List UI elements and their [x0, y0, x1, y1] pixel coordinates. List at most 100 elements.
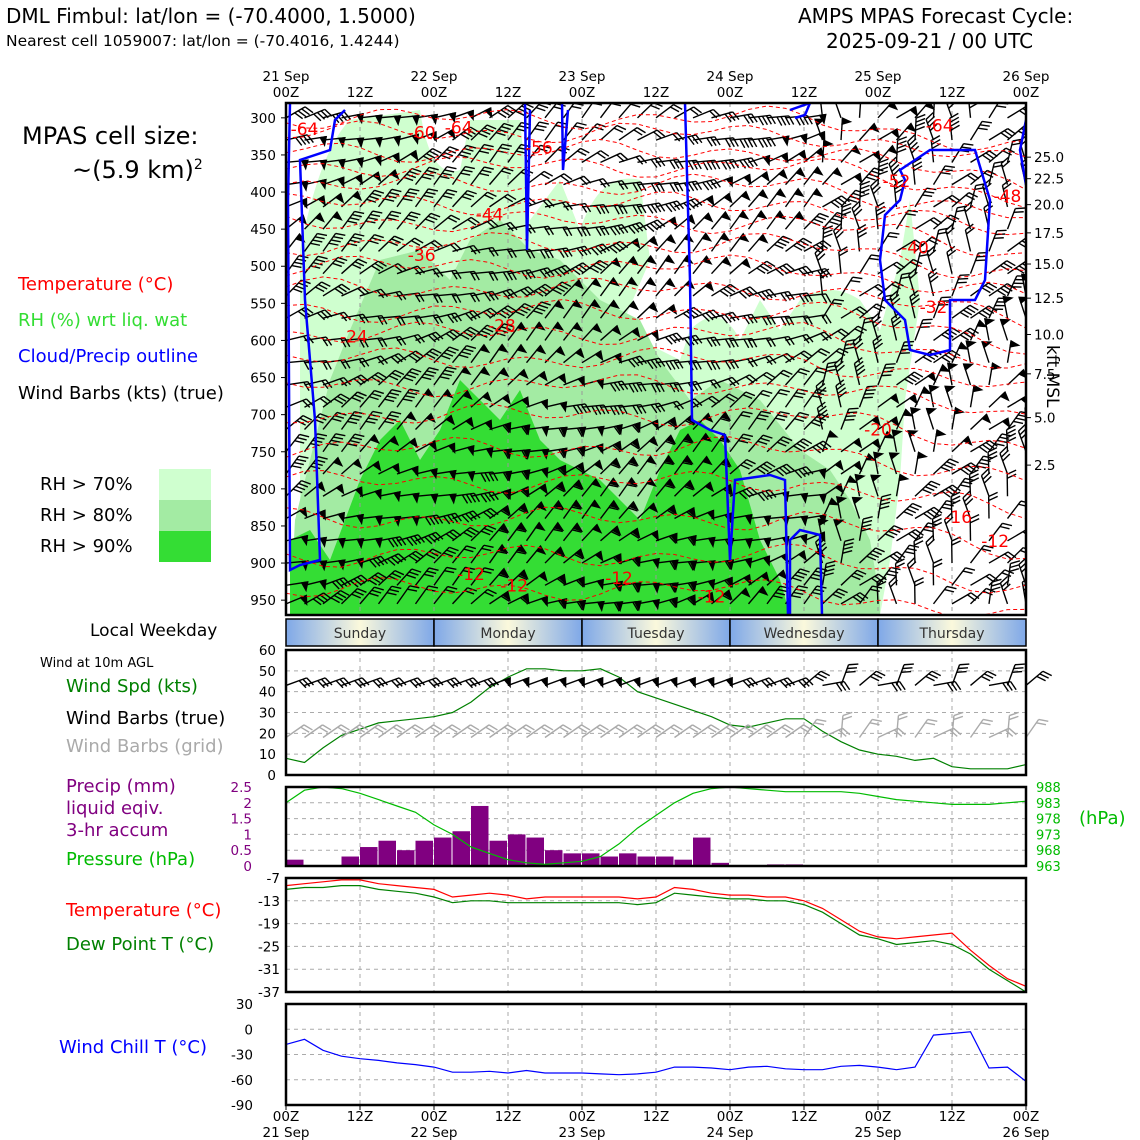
barb-flag	[832, 167, 843, 178]
barb-tick	[950, 124, 960, 131]
wind-barb	[710, 256, 732, 275]
barb-tick	[815, 249, 825, 258]
barb-tick	[594, 246, 603, 255]
temperature-contour-label: -32	[920, 298, 948, 318]
barb-tick	[584, 245, 592, 255]
cell-size-value: ~(5.9 km)	[72, 156, 194, 184]
top-hour-label: 00Z	[273, 85, 299, 101]
barb-tick	[766, 260, 776, 268]
wind-barb	[944, 385, 956, 408]
barb-flag	[391, 152, 400, 164]
weekday-name: Sunday	[334, 626, 386, 642]
wind-barb	[832, 223, 844, 252]
barb-tick	[768, 288, 777, 298]
title-left: DML Fimbul: lat/lon = (-70.4000, 1.5000)	[6, 4, 416, 28]
wind-barb	[359, 189, 385, 208]
barb-tick	[292, 288, 303, 293]
wind-barb	[1025, 103, 1026, 119]
barb-flag	[665, 233, 677, 245]
barb-flag	[757, 189, 769, 200]
barb-tick	[831, 217, 842, 223]
wind-barb	[655, 233, 677, 252]
barb-flag	[720, 210, 732, 221]
wind-barb	[599, 299, 620, 319]
wind-barb	[1006, 207, 1026, 230]
barb-tick	[367, 216, 378, 221]
barb-flag	[334, 192, 345, 204]
temp-ytick-label: -19	[258, 917, 280, 933]
barb-tick	[961, 146, 972, 150]
wind-barb	[784, 167, 806, 186]
barb-tick	[847, 198, 858, 203]
barb-tick	[926, 115, 936, 124]
barb-tick	[598, 244, 607, 253]
barb-tick	[451, 270, 458, 280]
precip-bar	[563, 853, 581, 866]
barb-tick	[391, 210, 402, 215]
barb-tick	[304, 106, 314, 114]
wind-barb	[945, 223, 955, 252]
barb-tick	[389, 191, 400, 196]
barb-tick	[337, 285, 347, 293]
wind-barb	[599, 276, 620, 297]
barb-tick	[859, 188, 870, 194]
wind-barb	[674, 214, 696, 230]
barb-tick	[913, 371, 924, 378]
barb-tick	[335, 232, 346, 236]
wind-barb	[562, 299, 583, 319]
top-date-label: 26 Sep	[1003, 69, 1050, 85]
barb-tick	[915, 117, 926, 123]
barb-tick	[928, 119, 937, 128]
barb-tick	[1015, 267, 1025, 274]
wind-barb	[877, 103, 899, 119]
wind-barb	[1007, 237, 1026, 252]
barb-tick	[720, 315, 728, 324]
barb-tick	[950, 120, 960, 127]
barb-tick	[499, 146, 510, 151]
barb-tick	[907, 134, 916, 143]
barb-tick	[501, 125, 511, 131]
barb-flag	[645, 254, 657, 265]
top-hour-label: 00Z	[717, 85, 743, 101]
barb-tick	[889, 290, 899, 298]
barb-tick	[500, 109, 510, 116]
barb-tick	[915, 529, 924, 536]
barb-tick	[719, 290, 729, 297]
barb-tick	[713, 179, 721, 188]
barb-tick	[447, 217, 458, 223]
barb-tick	[533, 310, 543, 315]
barb-flag	[832, 103, 845, 104]
weekday-name: Wednesday	[763, 626, 844, 642]
wind-barb	[618, 276, 639, 297]
barb-tick	[825, 314, 832, 324]
wind-barb	[637, 235, 659, 252]
barb-tick	[747, 114, 754, 124]
barb-tick	[714, 136, 721, 146]
wind-ytick-label: 10	[259, 747, 276, 763]
barb-tick	[600, 150, 610, 157]
wind-barb	[908, 267, 918, 297]
wind-barb	[1025, 347, 1026, 364]
barb-tick	[506, 290, 514, 299]
barb-tick	[1003, 130, 1013, 137]
title-right-1: AMPS MPAS Forecast Cycle:	[798, 4, 1074, 28]
precip-bar	[637, 856, 655, 866]
barb-flag	[910, 407, 922, 415]
barb-tick	[999, 264, 1010, 271]
barb-tick	[910, 294, 920, 302]
barb-tick	[749, 286, 758, 294]
barb-tick	[738, 291, 747, 299]
barb-tick	[487, 191, 497, 197]
barb-tick	[896, 551, 906, 559]
barb-tick	[751, 113, 758, 123]
barb-tick	[993, 308, 1004, 310]
chill-ytick-label: 0	[244, 1022, 253, 1038]
barb-tick	[561, 281, 572, 288]
barb-flag	[701, 232, 713, 242]
barb-flag	[916, 451, 928, 460]
wind-barb	[913, 577, 924, 604]
barb-tick	[426, 169, 437, 174]
wind-barb	[637, 157, 666, 168]
wind-barb	[322, 232, 346, 252]
barb-tick	[701, 313, 710, 322]
